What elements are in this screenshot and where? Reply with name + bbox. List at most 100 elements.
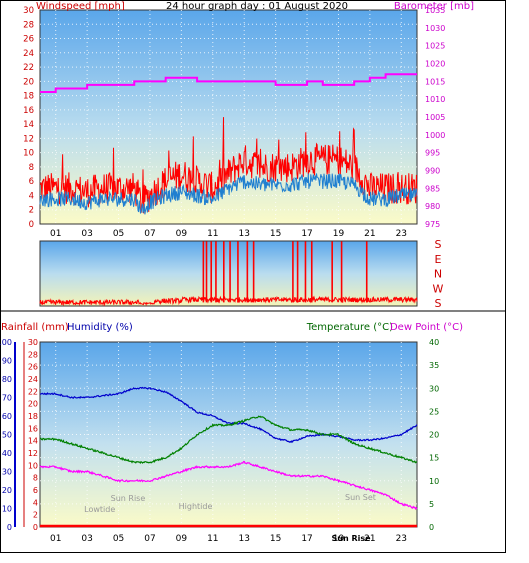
rain-ytick-label: 14 (28, 437, 38, 446)
temp-ytick-label: 0 (429, 523, 434, 532)
climate-xtick-label: 05 (113, 534, 124, 544)
temp-ytick-label: 25 (429, 407, 439, 416)
wind-xtick-label: 17 (301, 229, 312, 239)
wind-ytick-label: 14 (23, 120, 34, 130)
wind-xtick-label: 09 (176, 229, 188, 239)
baro-ytick-label: 1035 (425, 6, 445, 15)
climate-xtick-label: 13 (238, 534, 249, 544)
humidity-ytick-label: 30 (2, 468, 12, 477)
wind-xtick-label: 11 (207, 229, 218, 239)
humidity-ytick-label: 80 (2, 375, 12, 384)
baro-ytick-label: 1015 (425, 77, 445, 86)
humidity-ytick-label: 20 (2, 486, 12, 495)
temp-ytick-label: 15 (429, 454, 439, 463)
rain-ytick-label: 26 (28, 363, 38, 372)
temp-ytick-label: 10 (429, 477, 439, 486)
rain-ytick-label: 2 (33, 511, 38, 520)
rain-ytick-label: 10 (28, 461, 38, 470)
direction-ylabel: S (435, 238, 442, 251)
humidity-ytick-label: 0 (7, 523, 12, 532)
climate-xtick-label: 03 (81, 534, 92, 544)
wind-xtick-label: 05 (113, 229, 124, 239)
temp-ytick-label: 30 (429, 384, 439, 393)
wind-series-line (39, 173, 418, 215)
rain-ytick-label: 6 (33, 486, 38, 495)
wind-ytick-label: 16 (23, 106, 34, 116)
wind-ytick-label: 4 (29, 191, 34, 201)
wind-ytick-label: 8 (29, 163, 34, 173)
baro-ytick-label: 980 (425, 202, 440, 211)
wind-ytick-label: 2 (29, 206, 34, 216)
direction-ylabel: W (433, 282, 444, 295)
tide-sun-annotation: Sun Set (345, 493, 376, 502)
wind-xtick-label: 01 (50, 229, 61, 239)
rain-ytick-label: 0 (33, 523, 38, 532)
baro-ytick-label: 1025 (425, 42, 445, 51)
baro-ytick-label: 985 (425, 184, 440, 193)
temp-ytick-label: 20 (429, 431, 439, 440)
baro-ytick-label: 1030 (425, 24, 445, 33)
climate-xtick-label: 07 (144, 534, 155, 544)
climate-xtick-label: 11 (207, 534, 218, 544)
climate-xtick-label: 21 (364, 534, 375, 544)
wind-xtick-label: 21 (364, 229, 375, 239)
wind-ytick-label: 20 (23, 77, 34, 87)
wind-ytick-label: 24 (23, 49, 34, 59)
wind-ytick-label: 18 (23, 92, 34, 102)
baro-ytick-label: 995 (425, 149, 440, 158)
direction-ylabel: S (435, 297, 442, 310)
climate-xtick-label: 19 (333, 534, 345, 544)
sunrise-marker-label: Sun Rise (332, 534, 372, 543)
temp-ytick-label: 40 (429, 338, 439, 347)
direction-ylabel: E (435, 253, 442, 266)
climate-xtick-label: 09 (176, 534, 188, 544)
humidity-ytick-label: 10 (2, 505, 12, 514)
rain-ytick-label: 12 (28, 449, 38, 458)
wind-xtick-label: 07 (144, 229, 155, 239)
humidity-ytick-label: 60 (2, 412, 12, 421)
wind-xtick-label: 23 (396, 229, 407, 239)
wind-xtick-label: 19 (333, 229, 345, 239)
baro-axis-label: Barometer [mb] (394, 1, 474, 12)
rain-ytick-label: 16 (28, 424, 38, 433)
direction-series-line (39, 295, 418, 307)
wind-axis-label: Windspeed [mph] (36, 1, 125, 12)
climate-xtick-label: 15 (270, 534, 281, 544)
rain-ytick-label: 8 (33, 474, 38, 483)
tide-sun-annotation: Sun Rise (111, 494, 146, 503)
wind-ytick-label: 10 (23, 149, 34, 159)
humidity-ytick-label: 70 (2, 394, 12, 403)
rain-ytick-label: 22 (28, 387, 38, 396)
rain-ytick-label: 18 (28, 412, 38, 421)
wind-xtick-label: 03 (81, 229, 92, 239)
direction-plot-area (39, 240, 418, 307)
rain-ytick-label: 4 (33, 498, 38, 507)
humidity-series-line (39, 386, 418, 444)
humidity-ytick-label: 40 (2, 449, 12, 458)
wind-ytick-label: 12 (23, 134, 34, 144)
rain-ytick-label: 28 (28, 350, 38, 359)
tide-sun-annotation: Lowtide (84, 505, 115, 514)
humidity-ytick-label: 50 (2, 431, 12, 440)
climate-xtick-label: 23 (396, 534, 407, 544)
temperature-series-line (39, 415, 418, 465)
baro-ytick-label: 1020 (425, 60, 445, 69)
direction-ylabel: N (434, 268, 442, 281)
wind-xtick-label: 15 (270, 229, 281, 239)
wind-ytick-label: 6 (29, 177, 34, 187)
humidity-axis-label: Humidity (%) (67, 322, 133, 333)
temp-ytick-label: 35 (429, 361, 439, 370)
baro-ytick-label: 1000 (425, 131, 445, 140)
wind-ytick-label: 26 (23, 35, 34, 45)
baro-ytick-label: 1010 (425, 95, 445, 104)
barometer-series-line (40, 73, 417, 94)
wind-xtick-label: 13 (238, 229, 249, 239)
rain-ytick-label: 24 (28, 375, 38, 384)
wind-ytick-label: 30 (23, 6, 34, 16)
chart-title: 24 hour graph day : 01 August 2020 (166, 1, 348, 12)
tide-sun-annotation: Hightide (179, 502, 213, 511)
wind-ytick-label: 0 (29, 220, 34, 230)
humidity-ytick-label: 100 (0, 338, 12, 347)
dew-axis-label: Dew Point (°C) (390, 322, 463, 333)
temp-ytick-label: 5 (429, 500, 434, 509)
